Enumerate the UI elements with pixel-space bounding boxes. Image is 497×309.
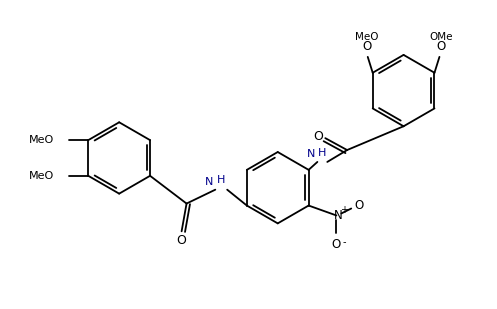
Text: N: N: [205, 177, 213, 187]
Text: -: -: [342, 237, 346, 247]
Text: OMe: OMe: [430, 32, 453, 42]
Text: O: O: [176, 234, 186, 247]
Text: MeO: MeO: [355, 32, 379, 42]
Text: MeO: MeO: [29, 135, 55, 145]
Text: H: H: [217, 175, 226, 185]
Text: O: O: [314, 130, 324, 143]
Text: O: O: [362, 40, 371, 53]
Text: O: O: [354, 199, 364, 212]
Text: +: +: [340, 205, 348, 215]
Text: N: N: [307, 149, 316, 159]
Text: N: N: [334, 209, 343, 222]
Text: O: O: [332, 238, 341, 251]
Text: O: O: [437, 40, 446, 53]
Text: MeO: MeO: [29, 171, 55, 181]
Text: H: H: [319, 148, 327, 158]
